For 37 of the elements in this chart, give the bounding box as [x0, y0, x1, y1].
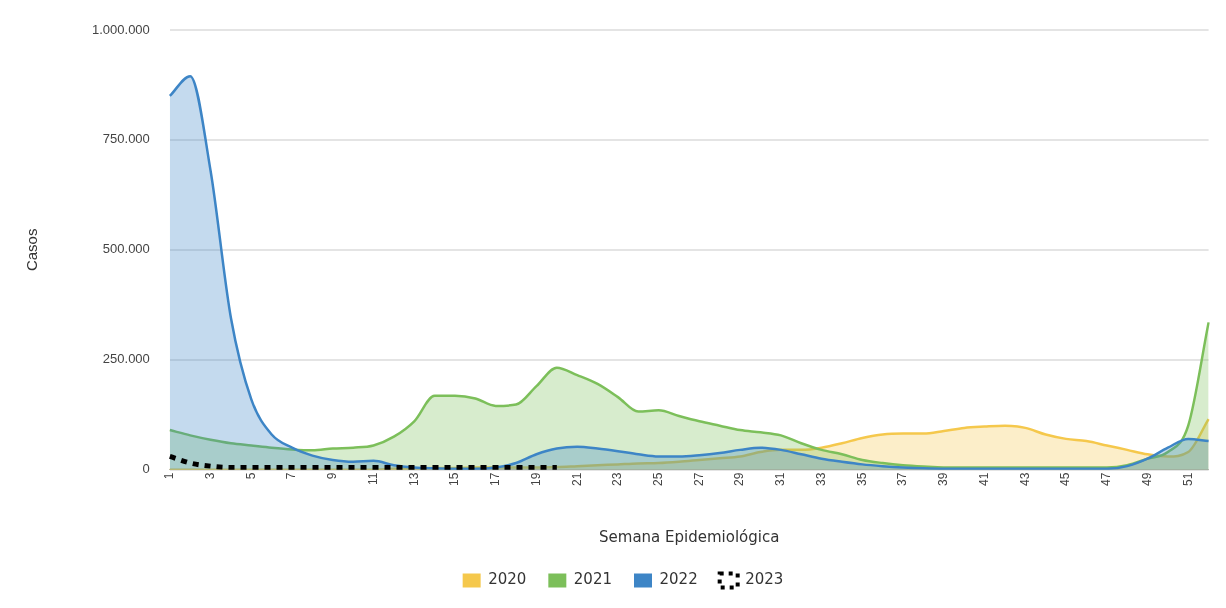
x-tick-label: 43 — [1017, 472, 1032, 487]
y-tick-label: 750.000 — [102, 131, 150, 147]
legend-label: 2020 — [488, 570, 527, 589]
y-tick-label: 1.000.000 — [91, 21, 150, 37]
x-tick-label: 49 — [1139, 472, 1154, 487]
x-tick-label: 13 — [406, 472, 421, 487]
x-tick-label: 33 — [813, 472, 828, 487]
x-tick-label: 47 — [1099, 472, 1114, 487]
x-tick-label: 31 — [773, 472, 788, 487]
x-tick-label: 37 — [895, 472, 910, 487]
x-tick-label: 1 — [162, 472, 177, 480]
x-tick-label: 17 — [488, 472, 503, 487]
x-tick-label: 45 — [1058, 472, 1073, 487]
y-tick-label: 0 — [142, 461, 150, 477]
x-tick-label: 11 — [365, 472, 380, 486]
x-tick-label: 41 — [976, 472, 991, 487]
x-tick-label: 35 — [854, 472, 869, 487]
x-tick-label: 27 — [691, 472, 706, 487]
x-tick-label: 23 — [610, 472, 625, 487]
x-tick-label: 51 — [1180, 472, 1195, 487]
x-tick-label: 9 — [325, 472, 340, 480]
x-tick-label: 5 — [243, 472, 258, 480]
legend-label: 2023 — [745, 570, 784, 589]
x-tick-label: 29 — [732, 472, 747, 487]
y-tick-label: 250.000 — [102, 351, 150, 367]
x-tick-label: 3 — [202, 472, 217, 480]
x-tick-label: 15 — [447, 472, 462, 487]
y-axis-title: Casos — [23, 228, 41, 272]
x-tick-label: 19 — [528, 472, 543, 487]
x-tick-label: 25 — [650, 472, 665, 487]
y-tick-label: 500.000 — [102, 241, 150, 257]
legend-label: 2021 — [573, 570, 613, 589]
x-tick-label: 7 — [284, 472, 299, 480]
x-tick-label: 21 — [569, 472, 584, 487]
x-axis-title: Semana Epidemiológica — [599, 527, 780, 546]
x-tick-label: 39 — [936, 472, 951, 487]
legend-label: 2022 — [659, 570, 698, 589]
